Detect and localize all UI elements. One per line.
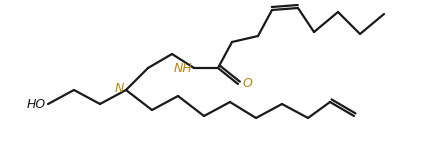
Text: HO: HO	[26, 98, 46, 110]
Text: N: N	[115, 83, 124, 95]
Text: O: O	[243, 78, 252, 90]
Text: NH: NH	[173, 63, 191, 76]
